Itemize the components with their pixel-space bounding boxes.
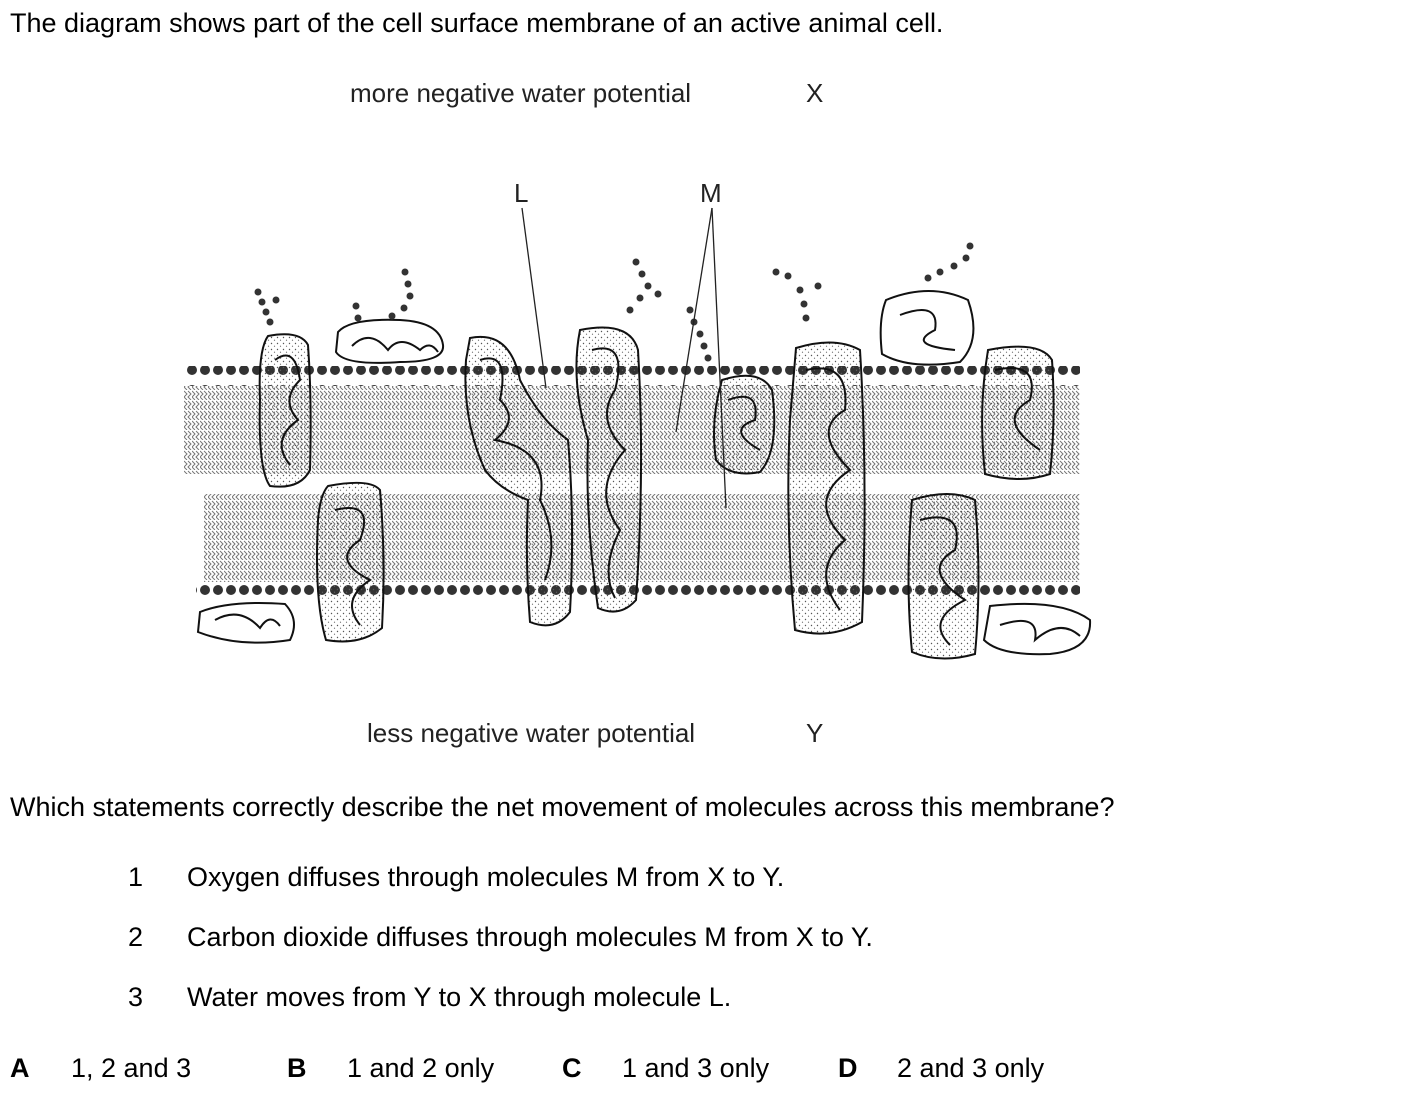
option-a-text[interactable]: 1, 2 and 3 [71,1053,192,1083]
option-c-letter[interactable]: C [562,1053,582,1083]
leader-lines [521,207,727,509]
bottom-label: less negative water potential [367,718,696,748]
option-b-letter[interactable]: B [287,1053,307,1083]
statement-3-number: 3 [128,982,144,1012]
option-c-text[interactable]: 1 and 3 only [622,1053,770,1083]
option-d-letter[interactable]: D [838,1053,858,1083]
statement-2-text: Carbon dioxide diffuses through molecule… [187,922,873,952]
option-d-text[interactable]: 2 and 3 only [897,1053,1045,1083]
top-side-label: X [806,78,824,108]
statement-3-text: Water moves from Y to X through molecule… [187,982,732,1012]
option-a-letter[interactable]: A [10,1053,30,1083]
top-label: more negative water potential [350,78,692,108]
option-b-text[interactable]: 1 and 2 only [347,1053,495,1083]
membrane-diagram [184,207,1092,660]
statement-1-number: 1 [128,862,144,892]
protein-label-l: L [514,178,529,208]
statement-2-number: 2 [128,922,144,952]
protein-label-m: M [700,178,722,208]
membrane-proteins [196,290,1092,660]
question-stem: Which statements correctly describe the … [10,792,1115,822]
question-intro: The diagram shows part of the cell surfa… [10,8,944,38]
statement-1-text: Oxygen diffuses through molecules M from… [187,862,785,892]
carbohydrate-chains [254,242,974,362]
bottom-side-label: Y [806,718,824,748]
